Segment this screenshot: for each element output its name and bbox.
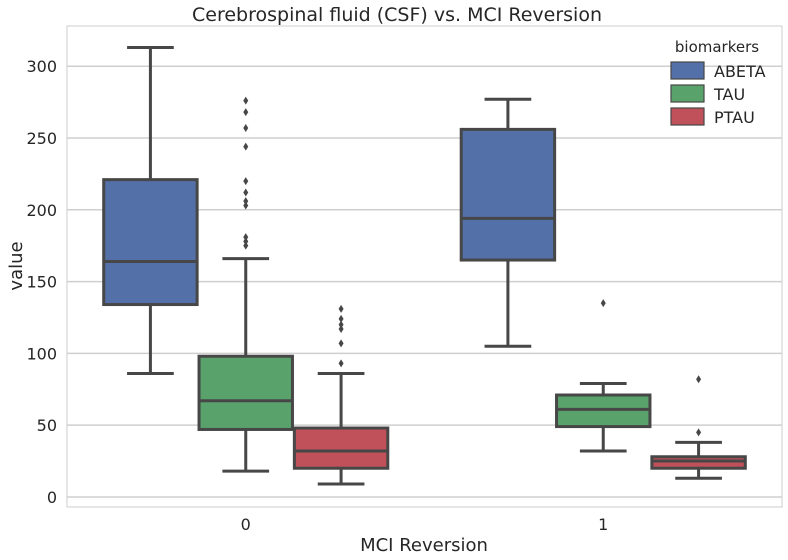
outlier-point (243, 96, 249, 105)
legend-label-tau: TAU (713, 85, 745, 104)
outlier-point (243, 188, 249, 197)
x-axis-label: MCI Reversion (360, 535, 488, 556)
outlier-point (696, 375, 702, 384)
legend-label-abeta: ABETA (714, 62, 766, 81)
y-tick-label: 200 (26, 201, 57, 220)
box-ptau-0 (292, 304, 390, 486)
y-tick-label: 100 (26, 344, 57, 363)
box-abeta-0 (102, 46, 199, 375)
outlier-point (600, 299, 606, 308)
outlier-point (243, 197, 249, 206)
outlier-point (338, 304, 344, 313)
iqr-box (459, 127, 557, 262)
y-axis-label: value (6, 241, 27, 290)
box-tau-1 (555, 299, 652, 453)
outlier-point (243, 241, 249, 250)
chart-title: Cerebrospinal fluid (CSF) vs. MCI Revers… (192, 4, 602, 26)
y-tick-label: 0 (47, 488, 57, 507)
iqr-box (102, 178, 199, 307)
outlier-point (338, 324, 344, 333)
outlier-point (338, 320, 344, 329)
outlier-point (338, 339, 344, 348)
boxes (102, 46, 747, 486)
box-abeta-1 (459, 97, 557, 348)
x-tick-label: 0 (241, 515, 251, 534)
y-tick-label: 250 (26, 129, 57, 148)
outlier-point (243, 123, 249, 132)
y-tick-label: 50 (37, 416, 57, 435)
outlier-point (338, 314, 344, 323)
legend-swatch-abeta (670, 61, 705, 80)
iqr-box (197, 354, 294, 431)
box-tau-0 (197, 96, 294, 473)
legend: biomarkers ABETA TAU PTAU (670, 38, 766, 127)
y-tick-label: 300 (26, 57, 57, 76)
outlier-point (243, 142, 249, 151)
outlier-point (243, 237, 249, 246)
outlier-point (243, 233, 249, 242)
outlier-point (696, 428, 702, 437)
outlier-point (243, 108, 249, 117)
legend-title: biomarkers (675, 38, 759, 56)
iqr-box (292, 426, 390, 470)
legend-swatch-tau (670, 84, 705, 103)
y-tick-label: 150 (26, 273, 57, 292)
outlier-point (243, 177, 249, 186)
y-axis-ticks: 0 50 100 150 200 250 300 (26, 57, 57, 507)
x-tick-label: 1 (598, 515, 608, 534)
legend-swatch-ptau (670, 107, 705, 126)
box-ptau-1 (650, 375, 747, 480)
legend-label-ptau: PTAU (714, 108, 755, 127)
outlier-point (243, 201, 249, 210)
outlier-point (338, 359, 344, 368)
